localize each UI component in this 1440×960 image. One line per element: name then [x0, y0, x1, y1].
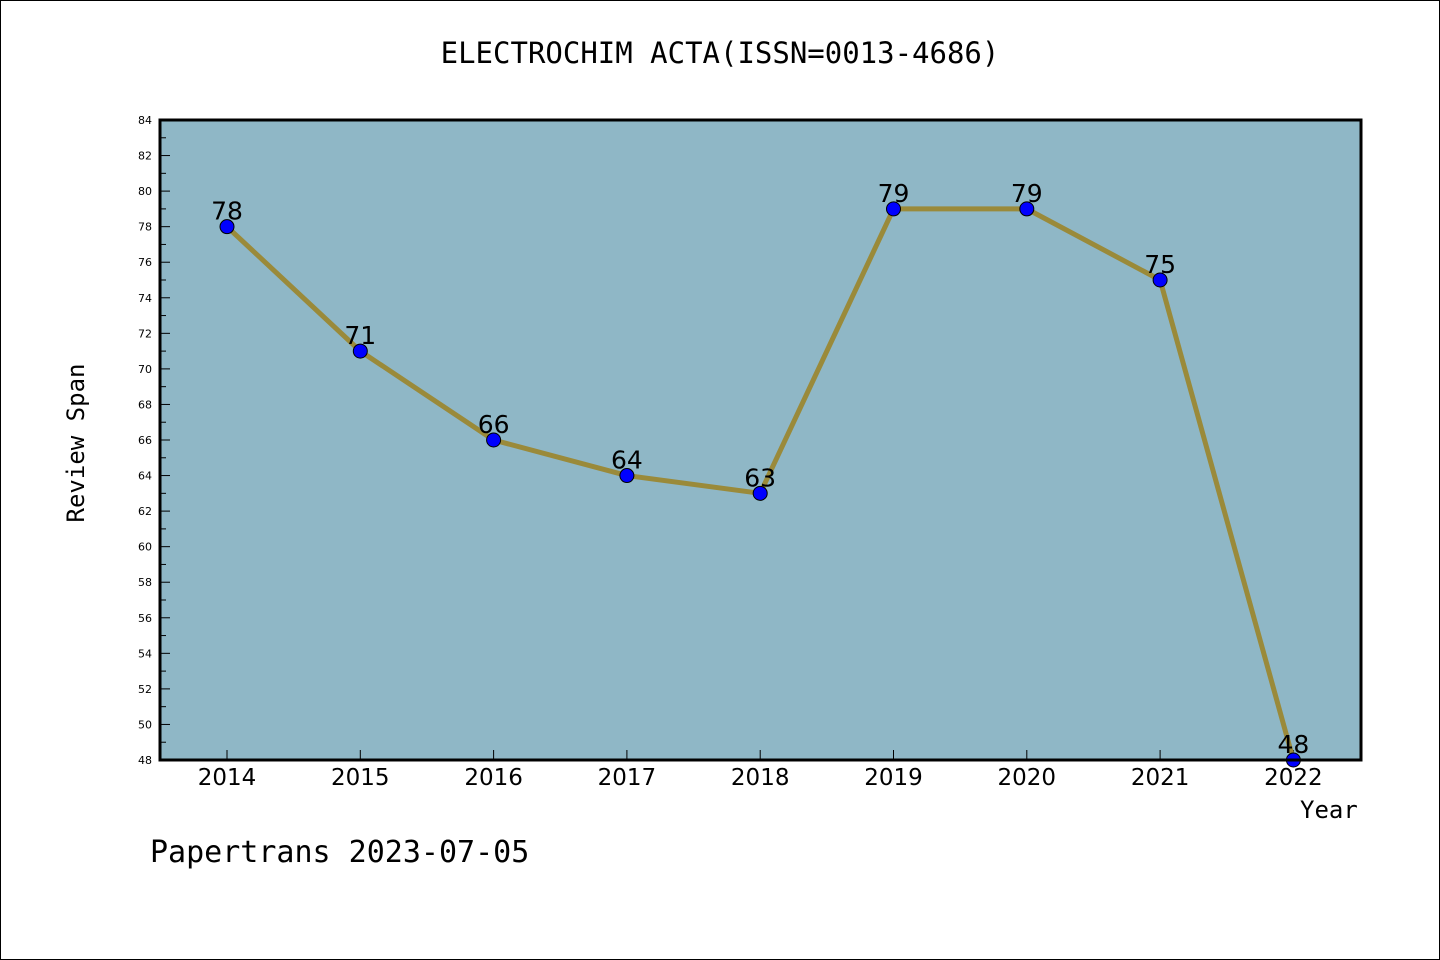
x-axis-label: Year: [1300, 796, 1358, 824]
data-label: 63: [744, 463, 776, 492]
y-tick-label: 78: [138, 221, 152, 234]
data-point: [886, 201, 901, 217]
y-tick-label: 68: [138, 398, 152, 411]
y-tick-label: 64: [138, 470, 152, 483]
data-label: 79: [878, 179, 910, 208]
data-point: [486, 432, 502, 448]
chart-title: ELECTROCHIM ACTA(ISSN=0013-4686): [440, 36, 1000, 70]
plot-area: [160, 120, 1361, 760]
x-tick-label: 2014: [198, 765, 257, 791]
y-tick-label: 58: [138, 576, 152, 589]
data-point: [352, 343, 368, 359]
data-label: 75: [1144, 250, 1176, 279]
data-label: 66: [478, 410, 510, 439]
footer-credit: Papertrans 2023-07-05: [150, 835, 530, 870]
y-tick-label: 66: [138, 434, 152, 447]
x-tick-label: 2022: [1264, 765, 1323, 791]
data-label: 78: [211, 197, 243, 226]
data-label: 79: [1011, 179, 1043, 208]
y-tick-label: 60: [138, 541, 152, 554]
y-tick-label: 70: [138, 363, 152, 376]
x-tick-label: 2018: [731, 765, 790, 791]
y-tick-label: 82: [138, 150, 152, 163]
x-tick-label: 2020: [998, 765, 1057, 791]
x-tick-label: 2015: [331, 765, 390, 791]
x-tick-label: 2021: [1131, 765, 1190, 791]
data-point: [1019, 201, 1035, 217]
y-tick-label: 56: [138, 612, 152, 625]
data-label: 48: [1277, 730, 1309, 759]
data-point: [752, 485, 768, 501]
y-tick-label: 74: [138, 292, 152, 305]
data-point: [219, 219, 235, 235]
x-tick-label: 2019: [864, 765, 923, 791]
y-tick-label: 76: [138, 256, 152, 269]
y-tick-label: 84: [138, 114, 152, 127]
data-label: 64: [611, 446, 643, 475]
y-tick-label: 52: [138, 683, 152, 696]
x-tick-label: 2016: [464, 765, 523, 791]
y-tick-label: 54: [138, 647, 152, 660]
data-label: 71: [344, 321, 376, 350]
plot-border: [158, 118, 1363, 762]
y-tick-label: 50: [138, 718, 152, 731]
y-tick-label: 80: [138, 185, 152, 198]
y-tick-label: 72: [138, 327, 152, 340]
y-tick-label: 62: [138, 505, 152, 518]
data-point: [1152, 272, 1168, 288]
x-tick-label: 2017: [598, 765, 657, 791]
data-point: [619, 468, 635, 484]
y-tick-label: 48: [138, 754, 152, 767]
